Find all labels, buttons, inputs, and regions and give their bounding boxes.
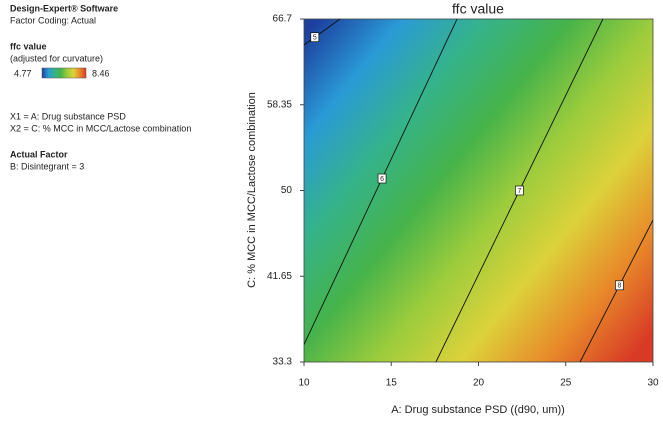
software: Design-Expert® Software (10, 3, 118, 13)
y-tick-label: 50 (281, 185, 293, 196)
color-bar (41, 67, 87, 79)
contour-line (579, 219, 653, 362)
y-tick-label: 33.3 (273, 357, 293, 368)
contour-label-box (515, 185, 524, 196)
contour-label: 5 (313, 35, 317, 42)
contour-line (304, 19, 341, 46)
x-tick-label: 20 (473, 378, 485, 389)
contour-label: 6 (380, 176, 384, 183)
factor-heading: Actual Factor (10, 149, 68, 159)
contour-label-box (377, 173, 387, 184)
contour-label-box (615, 280, 624, 291)
response: ffc value (10, 41, 47, 51)
coding: Factor Coding: Actual (10, 15, 96, 25)
y-axis-label: C: % MCC in MCC/Lactose combination (246, 92, 258, 288)
x2-def: X2 = C: % MCC in MCC/Lactose combination (10, 123, 191, 133)
factor: B: Disintegrant = 3 (10, 161, 84, 171)
contour-label-box (310, 32, 320, 43)
y-tick-label: 41.65 (267, 271, 292, 282)
x-tick-label: 15 (386, 378, 398, 389)
x-tick-label: 10 (298, 378, 310, 389)
x-axis-label: A: Drug substance PSD ((d90, um)) (391, 404, 565, 416)
contour-label: 8 (617, 283, 621, 290)
x-tick-label: 30 (647, 378, 659, 389)
x1-def: X1 = A: Drug substance PSD (10, 111, 126, 121)
x-tick-label: 25 (560, 378, 572, 389)
color-min: 4.77 (14, 68, 32, 78)
color-max: 8.46 (92, 68, 110, 78)
y-tick-label: 58.35 (267, 99, 292, 110)
contour-label: 7 (517, 188, 521, 195)
chart-title: ffc value (452, 1, 504, 17)
y-tick-label: 66.7 (273, 14, 293, 25)
contour-fill (304, 19, 653, 362)
response-note: (adjusted for curvature) (10, 53, 103, 63)
